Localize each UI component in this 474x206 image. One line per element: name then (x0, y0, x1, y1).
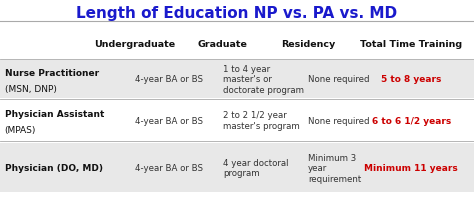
Text: Undergraduate: Undergraduate (94, 40, 176, 49)
Bar (0, 101, 474, 140)
Text: 5 to 8 years: 5 to 8 years (381, 75, 441, 84)
Text: Minimum 11 years: Minimum 11 years (365, 163, 458, 172)
Text: 6 to 6 1/2 years: 6 to 6 1/2 years (372, 116, 451, 125)
Text: Residency: Residency (281, 40, 335, 49)
Text: 4-year BA or BS: 4-year BA or BS (135, 116, 203, 125)
Text: (MPAS): (MPAS) (5, 125, 36, 134)
Text: Physician Assistant: Physician Assistant (5, 110, 104, 119)
Text: Minimum 3
year
requirement: Minimum 3 year requirement (308, 153, 361, 183)
Text: Nurse Practitioner: Nurse Practitioner (5, 69, 99, 78)
Text: None required: None required (308, 75, 370, 84)
Text: 4-year BA or BS: 4-year BA or BS (135, 75, 203, 84)
Text: 4 year doctoral
program: 4 year doctoral program (223, 158, 288, 178)
Text: Graduate: Graduate (198, 40, 248, 49)
Bar (0, 144, 474, 192)
Text: Physician (DO, MD): Physician (DO, MD) (5, 163, 103, 172)
Bar (0, 60, 474, 98)
Text: 2 to 2 1/2 year
master's program: 2 to 2 1/2 year master's program (223, 111, 300, 130)
Text: None required: None required (308, 116, 370, 125)
Text: 1 to 4 year
master's or
doctorate program: 1 to 4 year master's or doctorate progra… (223, 64, 304, 94)
Text: 4-year BA or BS: 4-year BA or BS (135, 163, 203, 172)
Text: (MSN, DNP): (MSN, DNP) (5, 84, 56, 93)
Text: Total Time Training: Total Time Training (360, 40, 462, 49)
Text: Length of Education NP vs. PA vs. MD: Length of Education NP vs. PA vs. MD (76, 6, 398, 21)
